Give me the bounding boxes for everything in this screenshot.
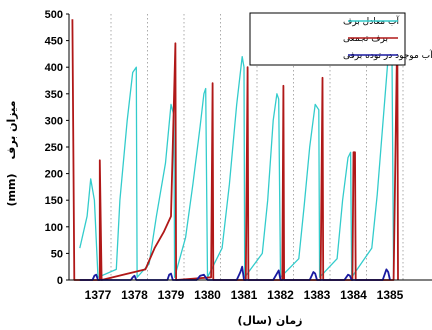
x-tick-label: 1377 — [85, 288, 112, 302]
x-tick-label: 1381 — [231, 288, 258, 302]
y-tick-labels: 0 50 100 150 200 250 300 350 400 450 500 — [45, 9, 69, 287]
x-tick-labels: 1377 1378 1379 1380 1381 1382 1383 1384 1385 — [85, 288, 404, 302]
x-tick-label: 1380 — [194, 288, 221, 302]
x-tick-label: 1378 — [121, 288, 148, 302]
x-tick-label: 1384 — [340, 288, 367, 302]
y-tick-label: 200 — [45, 169, 63, 181]
x-tick-label: 1379 — [158, 288, 185, 302]
x-tick-label: 1385 — [377, 288, 404, 302]
y-axis-title: میزان برف — [5, 101, 18, 160]
y-tick-label: 300 — [45, 115, 63, 127]
x-axis-title: زمان (سال) — [237, 314, 302, 327]
y-tick-label: 400 — [45, 62, 63, 74]
y-axis-unit: (mm) — [5, 174, 18, 207]
y-tick-label: 250 — [45, 142, 63, 154]
x-tick-label: 1383 — [304, 288, 331, 302]
y-tick-label: 0 — [57, 275, 63, 287]
y-tick-label: 350 — [45, 89, 63, 101]
y-tick-label: 500 — [45, 9, 63, 21]
series-lines — [71, 19, 399, 281]
y-tick-label: 150 — [45, 195, 63, 207]
series-cumulative-snow-line — [71, 19, 399, 281]
legend-label-cumulative-snow: برف تجمعی — [343, 34, 388, 44]
legend: آب معادل برف برف تجمعی آب موجود در توده … — [249, 12, 432, 66]
y-tick-label: 50 — [51, 248, 63, 260]
x-tick-label: 1382 — [267, 288, 294, 302]
series-water-in-snowpack-line — [79, 265, 391, 281]
y-tick-label: 450 — [45, 36, 63, 48]
series-swe-line — [79, 29, 395, 278]
y-tick-label: 100 — [45, 222, 63, 234]
